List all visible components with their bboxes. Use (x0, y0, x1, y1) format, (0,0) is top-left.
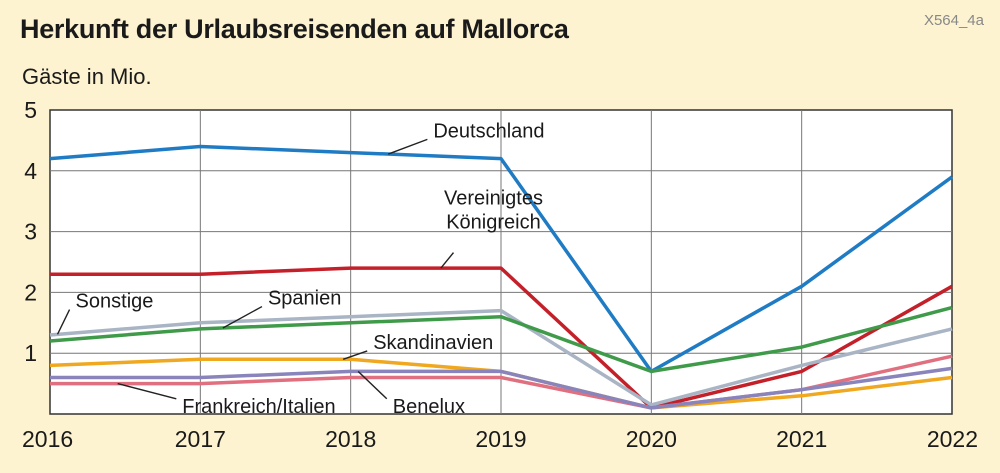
series-label-frankreich-italien: Frankreich/Italien (182, 396, 335, 418)
series-label-deutschland: Deutschland (433, 120, 544, 142)
series-lines (49, 144, 954, 410)
label-leaders (56, 138, 455, 400)
x-tick-label: 2022 (927, 426, 978, 452)
series-label-vereinigtes-königreich: Vereinigtes (444, 188, 543, 210)
chart-title: Herkunft der Urlaubsreisenden auf Mallor… (20, 14, 569, 44)
series-label-benelux: Benelux (393, 396, 465, 418)
y-tick-label: 5 (24, 97, 37, 123)
reference-code: X564_4a (923, 12, 984, 29)
leader-vereinigtes-königreich (440, 252, 455, 269)
x-tick-label: 2016 (22, 426, 73, 452)
leader-spanien (222, 305, 263, 329)
x-tick-label: 2020 (626, 426, 677, 452)
series-line-sonstige (49, 308, 953, 407)
x-tick-label: 2017 (175, 426, 226, 452)
series-label-spanien: Spanien (268, 288, 341, 310)
x-tick-label: 2019 (475, 426, 526, 452)
series-label-skandinavien: Skandinavien (373, 332, 493, 354)
x-axis-ticks: 2016 2017 2018 2019 2020 2021 2022 (22, 426, 978, 452)
y-tick-label: 4 (24, 158, 37, 184)
y-axis-ticks: 1 2 3 4 5 (24, 97, 37, 366)
leader-benelux (357, 370, 388, 400)
series-label-sonstige: Sonstige (76, 291, 154, 313)
y-axis-unit-label: Gäste in Mio. (22, 64, 152, 89)
series-line-benelux (50, 366, 953, 410)
series-line-spanien (49, 305, 953, 374)
leader-skandinavien (342, 350, 368, 360)
y-tick-label: 2 (24, 279, 37, 305)
leader-sonstige (56, 309, 71, 335)
leader-deutschland (388, 138, 428, 155)
y-tick-label: 3 (24, 219, 37, 245)
x-tick-label: 2021 (776, 426, 827, 452)
x-tick-label: 2018 (325, 426, 376, 452)
series-line-vereinigtes-königreich (50, 266, 953, 410)
series-line-deutschland (49, 144, 954, 374)
series-label-vereinigtes-königreich: Königreich (446, 212, 541, 234)
y-tick-label: 1 (24, 340, 37, 366)
leader-frankreich-italien (117, 382, 177, 400)
